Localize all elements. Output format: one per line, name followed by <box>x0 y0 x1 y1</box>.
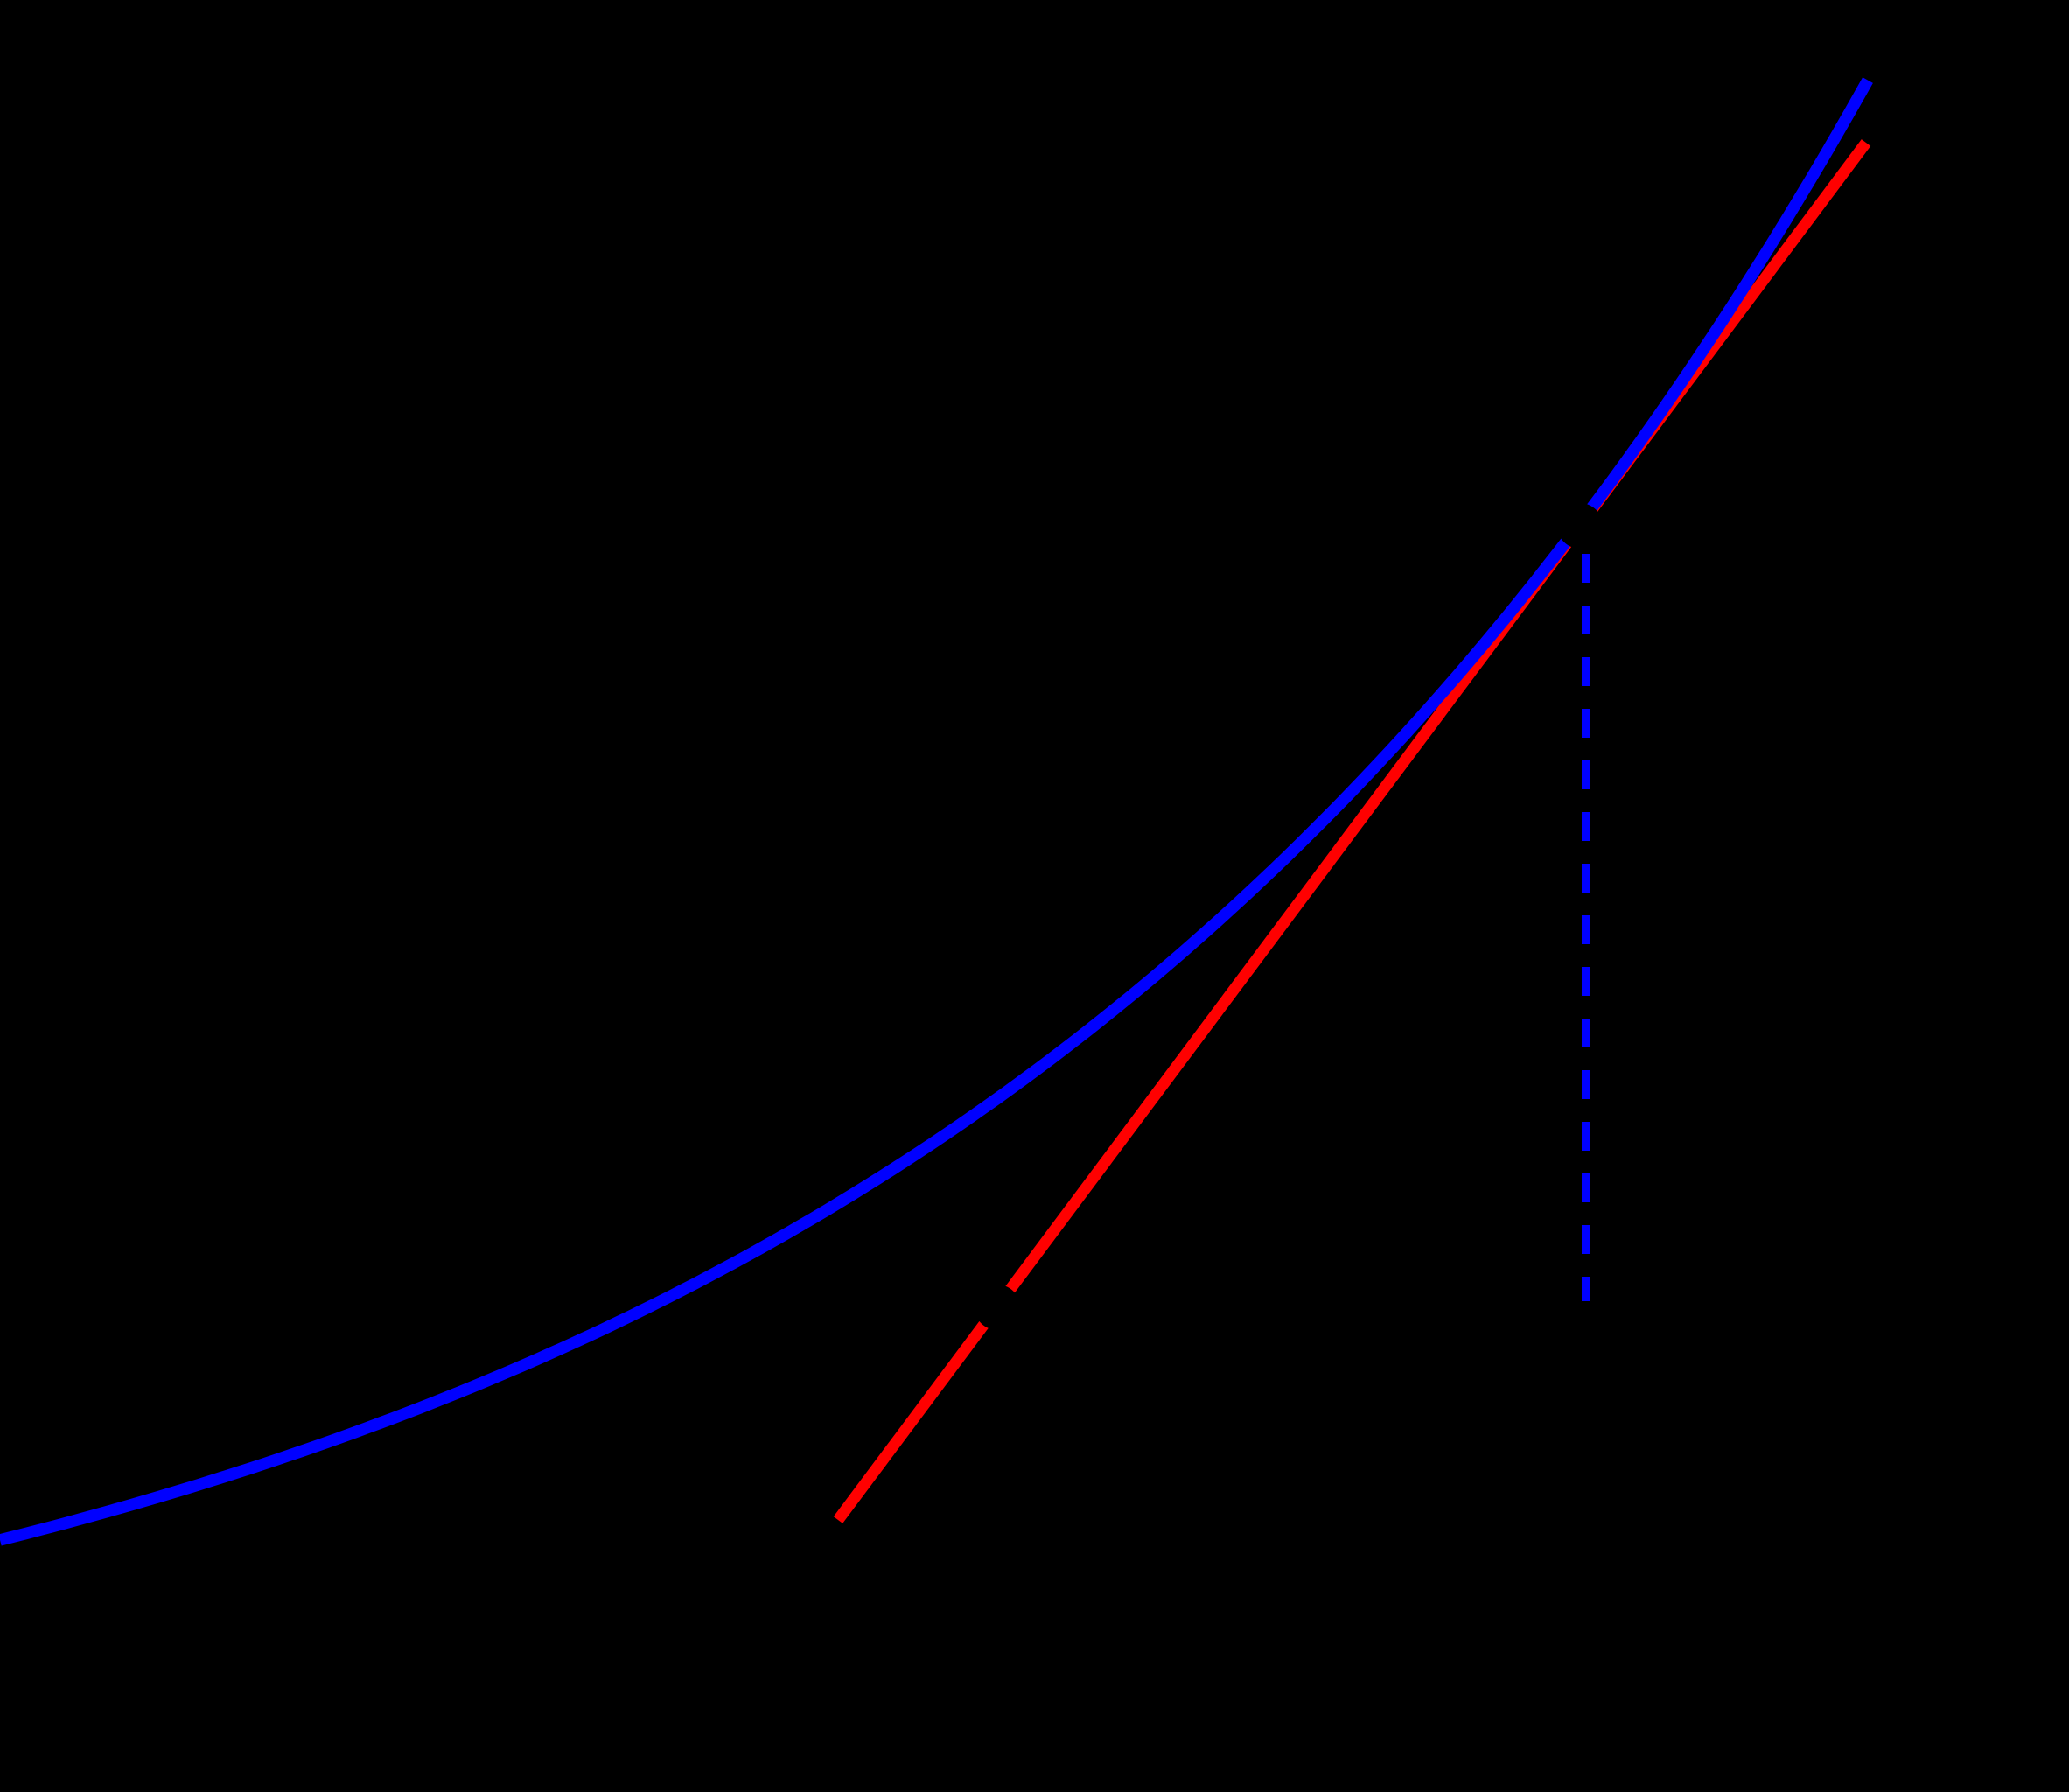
tangency-point-marker <box>1557 503 1603 549</box>
function-curve <box>0 77 1873 1546</box>
intercept-point-marker <box>975 1284 1020 1330</box>
